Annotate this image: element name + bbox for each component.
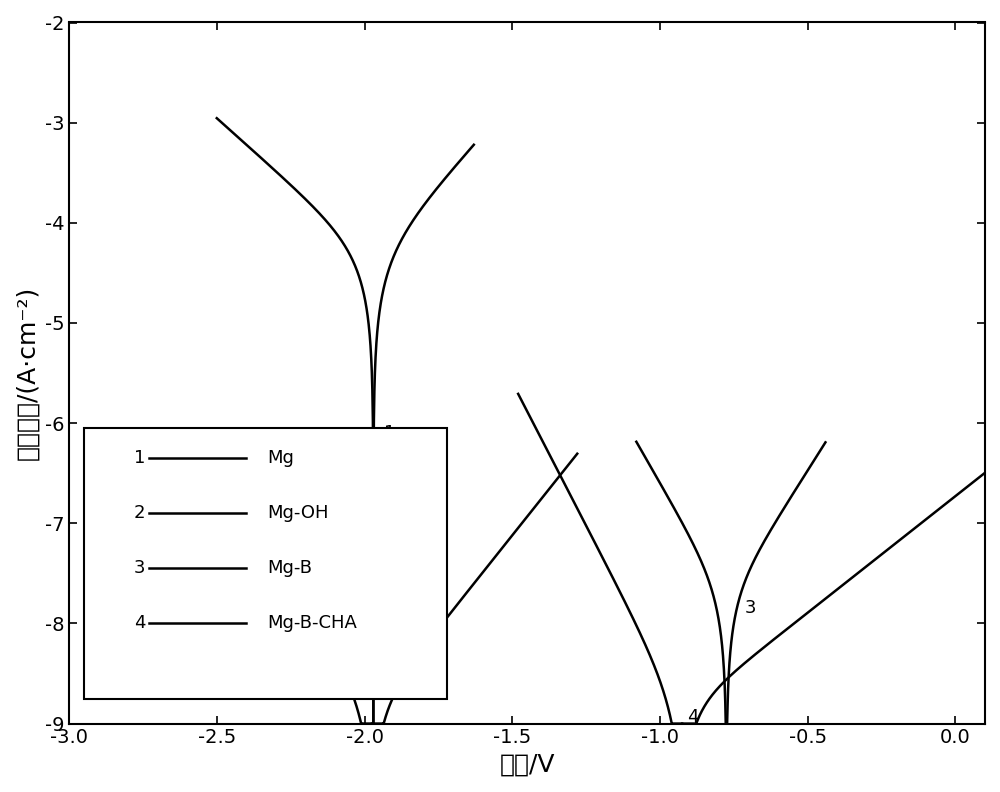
X-axis label: 电位/V: 电位/V — [499, 753, 555, 777]
Text: 4: 4 — [687, 707, 698, 725]
Y-axis label: 电流密度/(A·cm⁻²): 电流密度/(A·cm⁻²) — [15, 286, 39, 460]
Text: 4: 4 — [134, 615, 146, 633]
Text: 2: 2 — [134, 505, 146, 522]
Text: Mg: Mg — [267, 449, 294, 467]
Text: Mg-OH: Mg-OH — [267, 505, 329, 522]
FancyBboxPatch shape — [84, 428, 447, 699]
Text: 1: 1 — [384, 425, 395, 442]
Text: Mg-B-CHA: Mg-B-CHA — [267, 615, 357, 633]
Text: 3: 3 — [134, 559, 146, 577]
Text: 1: 1 — [134, 449, 145, 467]
Text: Mg-B: Mg-B — [267, 559, 312, 577]
Text: 2: 2 — [390, 569, 401, 588]
Text: 3: 3 — [744, 600, 756, 618]
